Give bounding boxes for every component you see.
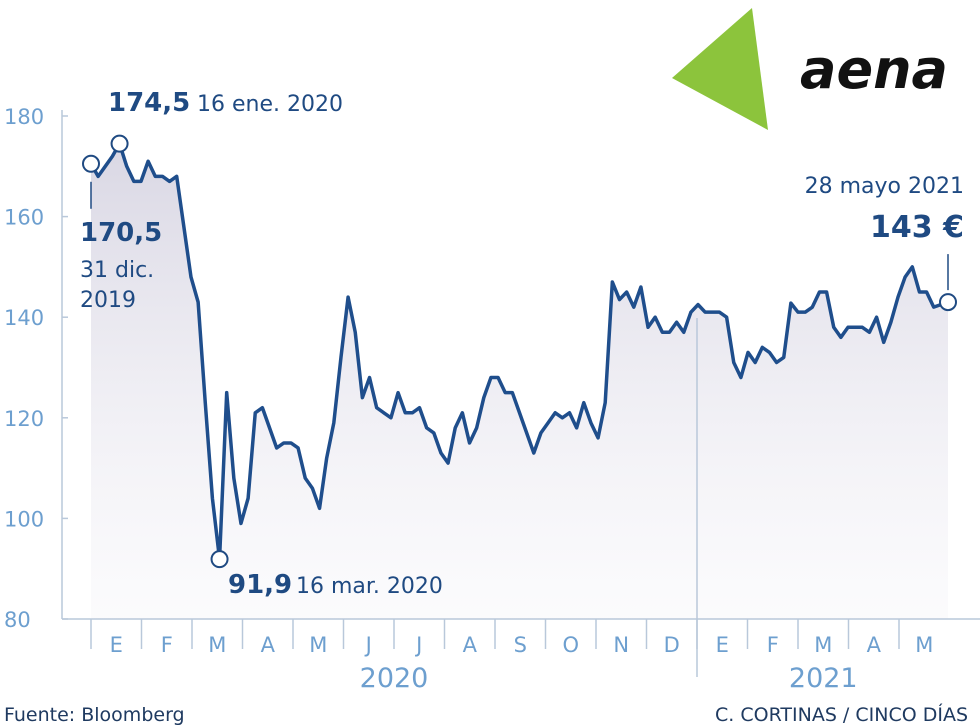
month-label: E: [716, 633, 729, 657]
y-tick-label: 80: [4, 608, 31, 632]
annotation-value: 170,5: [80, 218, 163, 248]
annotation-value: 143 €: [870, 210, 964, 245]
annotation-date: 31 dic. 2019: [80, 258, 155, 313]
y-tick-label: 180: [4, 105, 44, 129]
annotation-value: 91,9: [228, 570, 293, 600]
annotation-date: 28 mayo 2021: [804, 174, 964, 199]
year-label: 2021: [789, 663, 858, 694]
month-label: M: [814, 633, 832, 657]
month-label: M: [915, 633, 933, 657]
annotation-marker: [82, 154, 100, 173]
annotation-marker: [939, 293, 957, 312]
annotation-marker: [210, 550, 229, 569]
month-label: S: [514, 633, 527, 657]
source: Fuente: Bloomberg: [4, 704, 185, 726]
logo-mark: [672, 8, 768, 130]
month-label: O: [562, 633, 579, 657]
month-label: D: [664, 633, 680, 657]
month-label: A: [867, 633, 882, 657]
logo-text: aena: [800, 38, 948, 101]
month-label: N: [613, 633, 629, 657]
month-label: E: [110, 633, 123, 657]
annotation-value: 174,5: [108, 88, 191, 118]
area-fill: [91, 143, 948, 620]
annotation-date: 16 mar. 2020: [296, 574, 443, 599]
month-label: A: [463, 633, 478, 657]
month-label: A: [261, 633, 276, 657]
y-tick-label: 120: [4, 407, 44, 431]
month-label: F: [767, 633, 779, 657]
annotation-marker: [110, 134, 129, 153]
month-label: M: [309, 633, 327, 657]
annotation-date: 16 ene. 2020: [197, 92, 343, 117]
year-label: 2020: [360, 663, 429, 694]
y-tick-label: 100: [4, 507, 44, 531]
y-tick-label: 160: [4, 206, 44, 230]
y-tick-label: 140: [4, 306, 44, 330]
month-label: J: [414, 633, 422, 657]
credit: C. CORTINAS / CINCO DÍAS: [715, 704, 968, 726]
month-label: F: [161, 633, 173, 657]
price-line: [89, 141, 949, 561]
month-label: J: [364, 633, 372, 657]
month-label: M: [208, 633, 226, 657]
